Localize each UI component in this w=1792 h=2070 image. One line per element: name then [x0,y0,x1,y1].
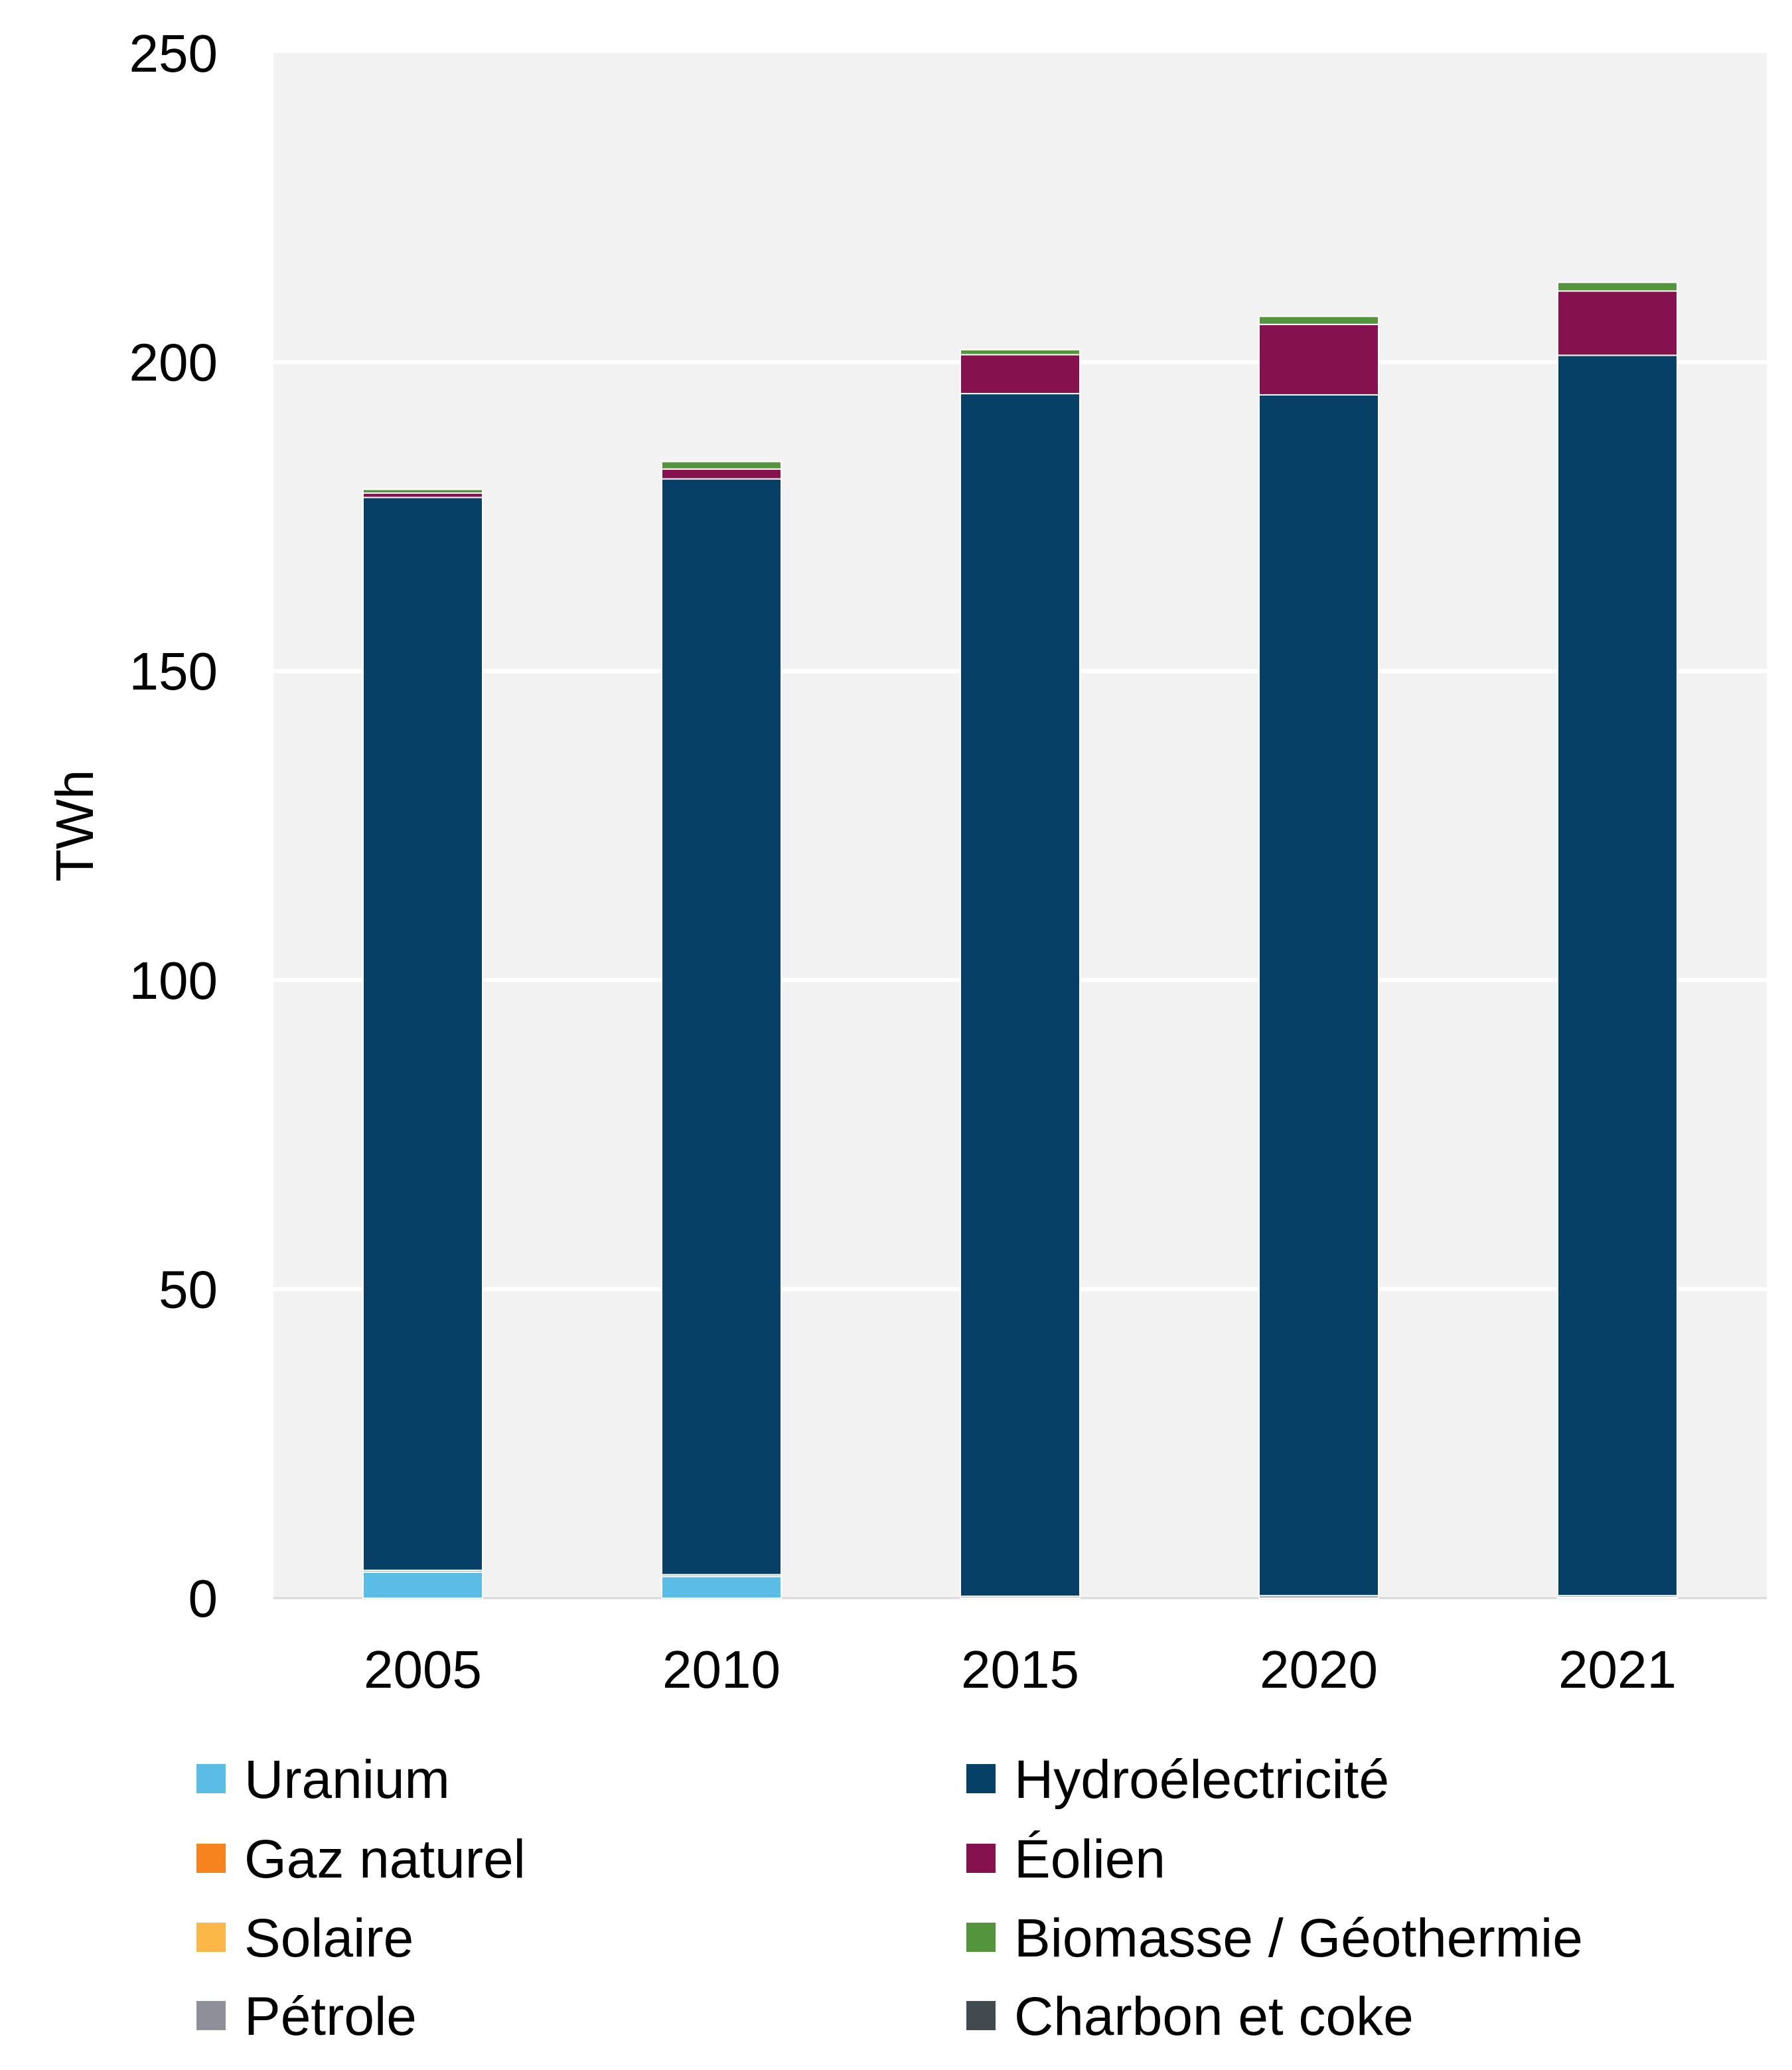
y-tick-label: 50 [159,1260,218,1319]
y-tick-label: 200 [129,333,218,392]
y-tick-label: 0 [188,1569,218,1628]
legend-item: Solaire [196,1908,413,1968]
legend-item: Biomasse / Géothermie [966,1908,1583,1968]
legend-item: Éolien [966,1829,1165,1889]
bar-segment [1258,315,1379,325]
bar-segment [1557,281,1678,292]
x-tick-label: 2005 [364,1640,482,1699]
legend-swatch [196,1923,226,1952]
legend-label: Gaz naturel [244,1829,526,1889]
legend-item: Hydroélectricité [966,1749,1389,1810]
x-tick-label: 2010 [662,1640,781,1699]
legend-item: Gaz naturel [196,1829,526,1889]
y-axis-ticks: 0 50 100 150 200 250 [129,24,218,1628]
y-tick-label: 250 [129,24,218,83]
legend-item: Pétrole [196,1986,417,2047]
bar-segment [661,461,782,470]
bar-segment [661,1576,782,1599]
x-axis-ticks: 2005 2010 2015 2020 2021 [364,1640,1677,1699]
bar-segment [362,496,483,1572]
legend-swatch [966,1923,996,1952]
x-tick-label: 2020 [1260,1640,1378,1699]
bar-segment [661,478,782,1576]
bar-segment [362,1571,483,1599]
legend-swatch [966,1844,996,1873]
bar-segment [960,393,1081,1597]
x-tick-label: 2021 [1558,1640,1677,1699]
y-tick-label: 100 [129,951,218,1010]
legend-label: Solaire [244,1908,413,1968]
legend-label: Uranium [244,1749,450,1810]
legend-swatch [966,1764,996,1793]
bar-segment [960,348,1081,356]
y-tick-label: 150 [129,642,218,701]
y-axis-title: TWh [45,770,104,882]
bar-segment [1557,354,1678,1597]
bars [362,281,1678,1599]
legend-label: Éolien [1014,1829,1165,1889]
bar-segment [661,468,782,480]
legend-label: Biomasse / Géothermie [1014,1908,1583,1968]
legend-label: Charbon et coke [1014,1986,1414,2047]
legend-label: Pétrole [244,1986,417,2047]
bar-segment [1557,290,1678,356]
bar-segment [960,354,1081,395]
legend-swatch [196,1764,226,1793]
bar-segment [1258,323,1379,396]
legend: Uranium Hydroélectricité Gaz naturel Éolien… [196,1749,1583,2047]
legend-swatch [966,2001,996,2030]
legend-label: Hydroélectricité [1014,1749,1389,1810]
bar-segment [362,488,483,494]
x-tick-label: 2015 [961,1640,1079,1699]
legend-item: Uranium [196,1749,450,1810]
legend-swatch [196,2001,226,2030]
legend-item: Charbon et coke [966,1986,1414,2047]
legend-swatch [196,1844,226,1873]
bar-segment [1258,394,1379,1597]
